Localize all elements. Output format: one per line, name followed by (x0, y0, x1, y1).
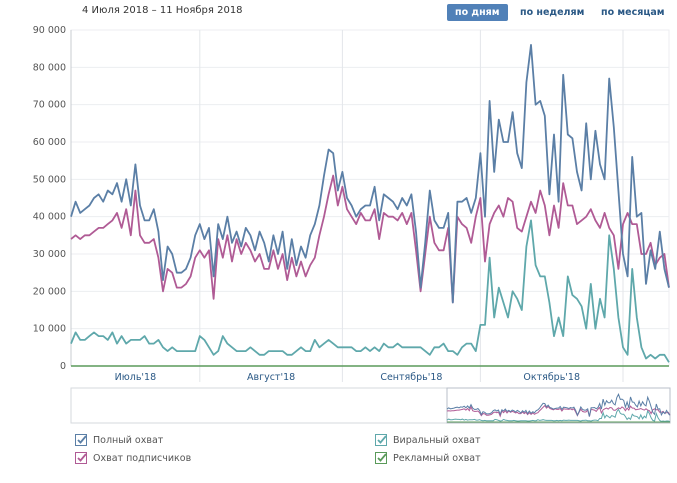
date-range[interactable]: 4 Июля 2018 – 11 Ноября 2018 (82, 5, 243, 16)
by-weeks-button[interactable]: по неделям (520, 7, 585, 18)
series-line-1 (70, 174, 670, 304)
x-tick-label: Октябрь'18 (523, 372, 580, 383)
x-tick-label: Сентябрь'18 (380, 372, 442, 383)
by-days-button[interactable]: по дням (447, 4, 508, 21)
y-tick-label: 10 000 (33, 324, 66, 335)
legend-ad-reach[interactable]: Рекламный охват (375, 452, 481, 464)
legend-label: Полный охват (93, 434, 164, 446)
navigator (70, 387, 671, 424)
y-tick-label: 20 000 (33, 286, 66, 297)
series-line-0 (70, 44, 670, 304)
navigator-selection (446, 387, 671, 424)
legend-label: Рекламный охват (393, 452, 481, 464)
legend-label: Охват подписчиков (93, 452, 192, 464)
legend-full-reach[interactable]: Полный охват (75, 434, 163, 446)
y-tick-label: 90 000 (33, 25, 66, 36)
plot-area (70, 29, 670, 367)
series-line-2 (70, 219, 670, 363)
y-tick-label: 80 000 (33, 62, 66, 73)
legend-label: Виральный охват (393, 434, 481, 446)
reach-chart: 0 10 000 20 000 30 000 40 000 50 000 60 000 70 … (33, 25, 671, 424)
navigator-series-0 (446, 393, 671, 417)
checkbox-icon[interactable] (375, 452, 387, 464)
navigator-series-1 (446, 404, 671, 418)
y-tick-label: 40 000 (33, 212, 66, 223)
y-tick-label: 70 000 (33, 100, 66, 111)
y-tick-label: 0 (60, 361, 66, 372)
x-tick-label: Август'18 (247, 372, 295, 383)
legend-subscriber-reach[interactable]: Охват подписчиков (75, 452, 191, 464)
by-months-button[interactable]: по месяцам (601, 7, 665, 18)
checkbox-icon[interactable] (75, 434, 87, 446)
y-tick-label: 60 000 (33, 137, 66, 148)
y-tick-label: 30 000 (33, 249, 66, 260)
x-tick-label: Июль'18 (115, 372, 156, 383)
checkbox-icon[interactable] (75, 452, 87, 464)
legend-viral-reach[interactable]: Виральный охват (375, 434, 481, 446)
navigator-series-2 (446, 408, 671, 423)
y-tick-label: 50 000 (33, 174, 66, 185)
checkbox-icon[interactable] (375, 434, 387, 446)
